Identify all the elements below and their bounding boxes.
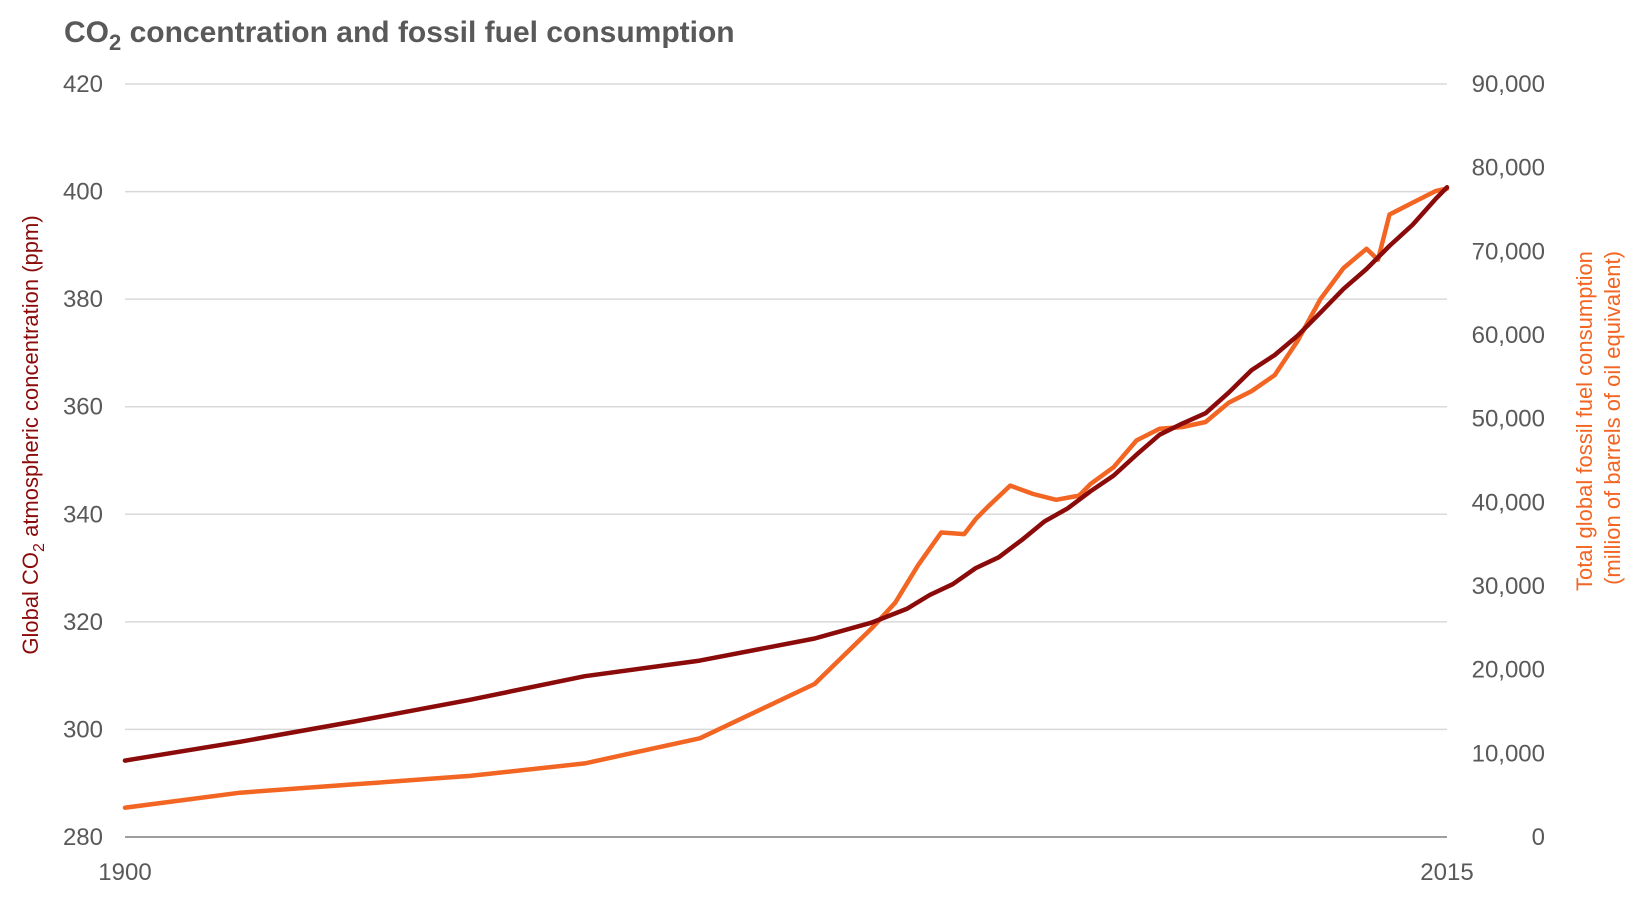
- right-tick-label: 30,000: [1472, 573, 1545, 600]
- right-tick-label: 10,000: [1472, 740, 1545, 767]
- x-axis-ticks: 1900 2015: [98, 859, 1473, 886]
- chart-title: CO2 concentration and fossil fuel consum…: [64, 16, 735, 55]
- left-tick-label: 320: [63, 609, 103, 636]
- right-axis-label: Total global fossil fuel consumption (mi…: [1572, 245, 1625, 591]
- series-lines: [122, 185, 1450, 810]
- chart-title-prefix: CO: [64, 16, 109, 49]
- right-tick-label: 40,000: [1472, 489, 1545, 516]
- left-tick-label: 380: [63, 286, 103, 313]
- left-axis-label: Global CO2 atmospheric concentration (pp…: [18, 215, 48, 654]
- chart-title-suffix: concentration and fossil fuel consumptio…: [121, 16, 734, 49]
- right-tick-label: 20,000: [1472, 657, 1545, 684]
- gridlines: [125, 83, 1447, 838]
- right-tick-label: 60,000: [1472, 322, 1545, 349]
- left-tick-label: 300: [63, 716, 103, 743]
- left-tick-label: 280: [63, 824, 103, 851]
- right-tick-label: 90,000: [1472, 71, 1545, 98]
- right-axis-label-line1: Total global fossil fuel consumption: [1572, 251, 1597, 591]
- left-tick-label: 360: [63, 394, 103, 421]
- fossil-fuel-consumption-line: [122, 186, 1450, 810]
- right-axis-label-line2: (million of barrels of oil equivalent): [1600, 251, 1625, 585]
- left-axis-label-subscript: 2: [31, 543, 48, 552]
- right-axis-ticks: 0 10,000 20,000 30,000 40,000 50,000 60,000 70,…: [1472, 71, 1545, 851]
- x-tick-label: 1900: [98, 859, 151, 886]
- right-tick-label: 50,000: [1472, 406, 1545, 433]
- co2-concentration-line: [122, 185, 1450, 763]
- left-tick-label: 400: [63, 179, 103, 206]
- right-tick-label: 70,000: [1472, 238, 1545, 265]
- left-axis-ticks: 280 300 320 340 360 380 400 420: [63, 71, 103, 851]
- left-axis-label-suffix: atmospheric concentration (ppm): [18, 215, 43, 543]
- right-tick-label: 0: [1532, 824, 1545, 851]
- right-tick-label: 80,000: [1472, 155, 1545, 182]
- x-tick-label: 2015: [1420, 859, 1473, 886]
- left-axis-label-prefix: Global CO: [18, 552, 43, 655]
- chart-title-subscript: 2: [109, 30, 121, 55]
- left-tick-label: 340: [63, 501, 103, 528]
- left-tick-label: 420: [63, 71, 103, 98]
